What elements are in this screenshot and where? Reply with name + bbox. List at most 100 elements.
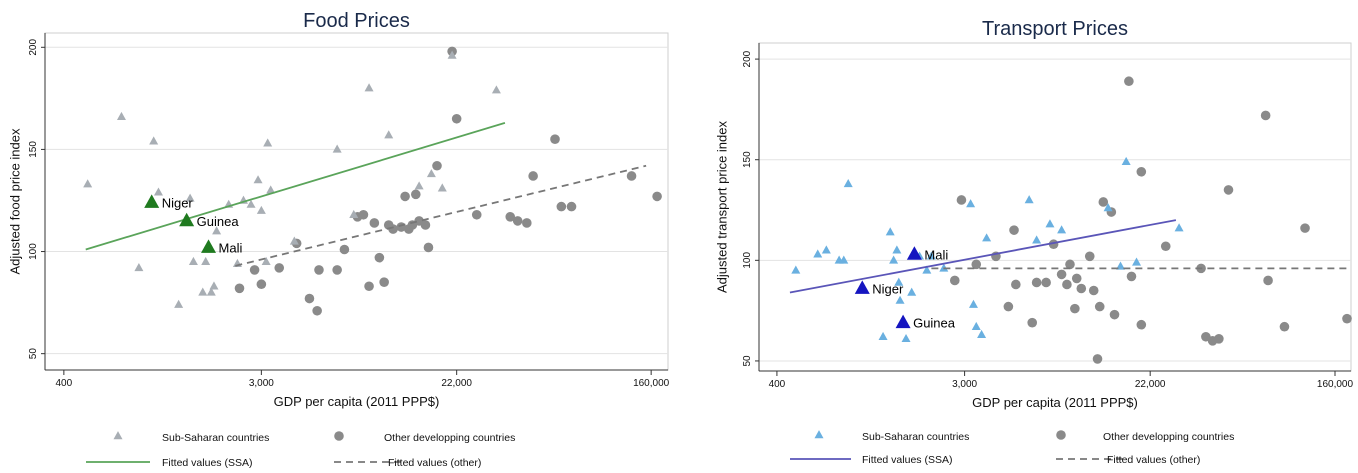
food-highlight-marker-guinea [179, 212, 195, 227]
transport-other-country-point [1136, 166, 1147, 177]
transport-other-country-point [956, 195, 967, 205]
transport-other-country-point [1092, 354, 1103, 364]
transport-ssa-country-point [892, 245, 902, 254]
transport-ssa-country-point [878, 331, 888, 341]
food-ssa-country-point [134, 263, 144, 272]
transport-fit-line-ssa [789, 219, 1177, 294]
transport-ssa-country-point [971, 321, 981, 330]
transport-ssa-country-point [1032, 235, 1042, 244]
food-legend-other-marker [334, 431, 344, 441]
transport-other-country-point [1071, 273, 1082, 284]
food-other-country-point [400, 191, 410, 202]
food-ssa-country-point [289, 236, 299, 245]
food-ssa-country-point [246, 199, 256, 208]
transport-y-tick-label: 100 [742, 252, 753, 269]
food-other-country-point [388, 224, 398, 234]
transport-other-country-point [1160, 241, 1171, 252]
transport-other-country-point [949, 275, 960, 286]
transport-ssa-country-point [791, 265, 801, 274]
food-highlight-label-mali: Mali [219, 240, 243, 255]
transport-ssa-country-point [968, 299, 978, 308]
food-ssa-country-point [153, 187, 163, 196]
food-other-country-point [566, 201, 577, 212]
transport-y-tick-label: 200 [742, 50, 753, 67]
food-other-country-point [471, 209, 482, 220]
transport-ssa-country-point [966, 199, 976, 208]
transport-prices-chart: Transport Prices 50 100 150 200 400 3,000 22,00… [714, 18, 1353, 466]
food-other-country-point [249, 265, 260, 275]
food-other-country-point [652, 191, 662, 202]
transport-prices-panel: Transport Prices 50 100 150 200 400 3,000 22,00… [679, 0, 1358, 473]
transport-other-country-point [1263, 275, 1273, 286]
food-ssa-country-point [261, 256, 271, 265]
transport-ssa-country-point [1121, 156, 1131, 165]
transport-y-axis-title: Adjusted transport price index [714, 121, 729, 293]
food-other-country-point [332, 265, 342, 275]
transport-ssa-country-point [907, 287, 917, 296]
transport-other-country-point [1342, 313, 1352, 324]
food-ssa-country-point [201, 256, 211, 265]
food-other-country-point [256, 279, 267, 290]
transport-other-country-point [1084, 251, 1095, 262]
food-ssa-country-point [332, 144, 342, 153]
food-other-country-point [505, 212, 516, 222]
food-other-country-point [423, 242, 434, 253]
food-legend-other-label: Other developping countries [384, 432, 515, 444]
food-highlight-label-guinea: Guinea [197, 214, 240, 229]
transport-other-country-point [1223, 185, 1234, 195]
food-fit-line-other [235, 164, 647, 267]
transport-highlight-marker-niger [854, 280, 870, 294]
food-other-country-point [312, 305, 322, 316]
transport-ssa-country-point [889, 255, 899, 264]
transport-other-country-point [1009, 225, 1019, 235]
transport-plot-frame [758, 42, 1352, 372]
transport-legend-fit-other-label: Fitted values (other) [1107, 454, 1200, 466]
transport-other-country-point [1011, 279, 1021, 290]
food-ssa-country-point [149, 136, 159, 145]
transport-other-country-point [1279, 321, 1290, 332]
food-other-country-point [369, 218, 380, 228]
transport-x-tick-label: 3,000 [952, 379, 977, 390]
food-ssa-country-point [349, 209, 359, 219]
transport-ssa-country-point [813, 249, 823, 258]
food-ssa-country-point [364, 83, 374, 92]
food-legend-fit-other-label: Fitted values (other) [388, 457, 481, 469]
transport-ssa-country-point [821, 245, 831, 254]
transport-other-country-point [1027, 317, 1038, 328]
food-x-tick-label: 3,000 [249, 378, 274, 389]
food-ssa-country-point [212, 226, 222, 235]
transport-other-country-point [1109, 309, 1120, 320]
transport-highlight-marker-mali [906, 246, 922, 260]
transport-ssa-country-point [922, 265, 932, 274]
food-other-country-point [522, 218, 532, 228]
food-ssa-country-point [491, 85, 501, 94]
transport-ssa-country-point [1174, 223, 1184, 232]
transport-other-country-point [1076, 283, 1087, 294]
transport-chart-title: Transport Prices [982, 18, 1128, 40]
transport-x-tick-label: 22,000 [1135, 379, 1166, 390]
food-prices-chart: Food Prices 50 100 150 200 400 3,000 22,000 160,… [7, 10, 669, 469]
food-ssa-country-point [426, 169, 436, 178]
transport-ssa-country-point [1132, 257, 1142, 266]
food-y-axis-title: Adjusted food price index [7, 128, 22, 274]
food-x-axis-title: GDP per capita (2011 PPP$) [274, 394, 440, 409]
food-legend-fit-ssa-label: Fitted values (SSA) [162, 457, 252, 469]
food-ssa-country-point [256, 205, 266, 214]
food-ssa-country-point [266, 185, 276, 194]
food-x-tick-label: 400 [56, 378, 73, 389]
food-legend-ssa-marker [113, 431, 123, 440]
transport-legend-ssa-marker [814, 430, 824, 439]
food-ssa-country-point [188, 256, 198, 265]
food-ssa-country-point [209, 281, 219, 290]
food-plot-frame [44, 32, 669, 371]
food-other-country-point [358, 209, 369, 220]
food-other-country-point [626, 171, 637, 181]
transport-legend-ssa-label: Sub-Saharan countries [862, 431, 969, 443]
transport-ssa-country-point [1103, 203, 1113, 212]
food-other-country-point [420, 220, 431, 230]
transport-other-country-point [1098, 197, 1109, 207]
transport-ssa-country-point [1057, 225, 1067, 234]
transport-ssa-country-point [1024, 195, 1034, 204]
transport-other-country-point [1214, 334, 1224, 344]
food-other-country-point [304, 293, 315, 304]
